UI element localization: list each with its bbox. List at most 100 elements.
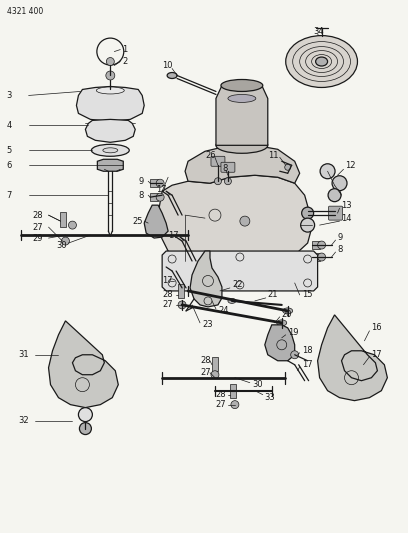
Text: 7: 7 xyxy=(7,191,12,200)
FancyBboxPatch shape xyxy=(150,193,158,201)
Ellipse shape xyxy=(316,57,328,66)
Circle shape xyxy=(328,189,341,201)
Text: 28: 28 xyxy=(162,290,173,300)
Text: 5: 5 xyxy=(7,146,12,155)
Polygon shape xyxy=(144,205,168,238)
Ellipse shape xyxy=(221,79,263,92)
Circle shape xyxy=(291,351,299,359)
Text: 27: 27 xyxy=(33,223,43,232)
Text: 28: 28 xyxy=(200,356,211,365)
FancyBboxPatch shape xyxy=(60,212,67,227)
Polygon shape xyxy=(190,251,222,307)
Circle shape xyxy=(156,193,164,201)
Text: 28: 28 xyxy=(33,211,43,220)
Ellipse shape xyxy=(167,72,177,78)
FancyBboxPatch shape xyxy=(150,179,158,187)
Text: 19: 19 xyxy=(288,328,298,337)
Text: 34: 34 xyxy=(314,27,324,36)
Text: 6: 6 xyxy=(7,161,12,170)
FancyBboxPatch shape xyxy=(328,206,343,220)
FancyBboxPatch shape xyxy=(230,384,236,398)
Ellipse shape xyxy=(96,87,124,94)
Circle shape xyxy=(320,164,335,179)
FancyBboxPatch shape xyxy=(312,241,319,249)
Polygon shape xyxy=(76,86,144,122)
Text: 16: 16 xyxy=(371,324,382,333)
Text: 21: 21 xyxy=(268,290,278,300)
Polygon shape xyxy=(49,321,118,408)
FancyBboxPatch shape xyxy=(312,253,319,261)
Text: 15: 15 xyxy=(302,290,312,300)
Text: 4321 400: 4321 400 xyxy=(7,7,43,16)
Ellipse shape xyxy=(283,308,293,314)
Polygon shape xyxy=(98,159,123,171)
Ellipse shape xyxy=(286,36,357,87)
Polygon shape xyxy=(185,146,299,183)
Text: 22: 22 xyxy=(232,280,242,289)
Text: 29: 29 xyxy=(33,233,43,243)
Text: 27: 27 xyxy=(200,368,211,377)
Text: 2: 2 xyxy=(122,57,128,66)
Text: 8: 8 xyxy=(337,245,343,254)
Text: 9: 9 xyxy=(138,177,144,185)
Circle shape xyxy=(240,216,250,226)
Circle shape xyxy=(78,408,92,422)
FancyBboxPatch shape xyxy=(211,156,225,166)
Text: 13: 13 xyxy=(341,200,352,209)
Ellipse shape xyxy=(91,144,129,156)
Circle shape xyxy=(106,58,114,66)
Polygon shape xyxy=(317,315,387,401)
Text: 30: 30 xyxy=(252,380,262,389)
Circle shape xyxy=(178,301,186,309)
Polygon shape xyxy=(85,119,135,142)
Text: 26: 26 xyxy=(205,151,215,160)
Text: 17: 17 xyxy=(162,277,173,286)
Circle shape xyxy=(224,177,231,185)
Text: 23: 23 xyxy=(202,320,213,329)
Circle shape xyxy=(332,176,347,191)
FancyBboxPatch shape xyxy=(212,357,218,371)
Text: 8: 8 xyxy=(222,164,227,173)
Circle shape xyxy=(317,241,326,249)
Circle shape xyxy=(302,207,314,219)
Text: 17: 17 xyxy=(156,185,167,193)
Circle shape xyxy=(231,401,239,409)
Text: 25: 25 xyxy=(132,216,143,225)
Text: 24: 24 xyxy=(218,306,228,316)
Text: 17: 17 xyxy=(168,231,179,239)
Circle shape xyxy=(211,371,219,379)
Circle shape xyxy=(106,71,115,80)
Text: 31: 31 xyxy=(19,350,29,359)
Text: 17: 17 xyxy=(302,360,312,369)
Ellipse shape xyxy=(277,320,287,326)
Text: 27: 27 xyxy=(215,400,226,409)
Text: 18: 18 xyxy=(302,346,312,356)
Text: 8: 8 xyxy=(138,191,144,200)
Text: 17: 17 xyxy=(371,350,382,359)
Circle shape xyxy=(80,423,91,434)
Circle shape xyxy=(62,237,69,245)
Circle shape xyxy=(215,177,222,185)
Ellipse shape xyxy=(228,94,256,102)
Text: 32: 32 xyxy=(19,416,29,425)
Text: 14: 14 xyxy=(341,214,352,223)
Circle shape xyxy=(69,221,76,229)
Text: 10: 10 xyxy=(162,61,173,70)
Text: 27: 27 xyxy=(162,301,173,309)
Text: 33: 33 xyxy=(265,393,275,402)
Ellipse shape xyxy=(228,298,236,303)
Polygon shape xyxy=(265,325,295,361)
Polygon shape xyxy=(158,175,312,265)
Circle shape xyxy=(317,253,326,261)
Text: 30: 30 xyxy=(56,240,67,249)
Text: 4: 4 xyxy=(7,121,12,130)
Text: 11: 11 xyxy=(268,151,278,160)
Text: 3: 3 xyxy=(7,91,12,100)
Text: 9: 9 xyxy=(337,232,343,241)
Text: 1: 1 xyxy=(122,45,128,54)
Circle shape xyxy=(156,179,164,187)
Text: 12: 12 xyxy=(346,161,356,170)
FancyBboxPatch shape xyxy=(221,162,235,172)
Text: 20: 20 xyxy=(282,310,292,319)
FancyBboxPatch shape xyxy=(178,284,184,298)
